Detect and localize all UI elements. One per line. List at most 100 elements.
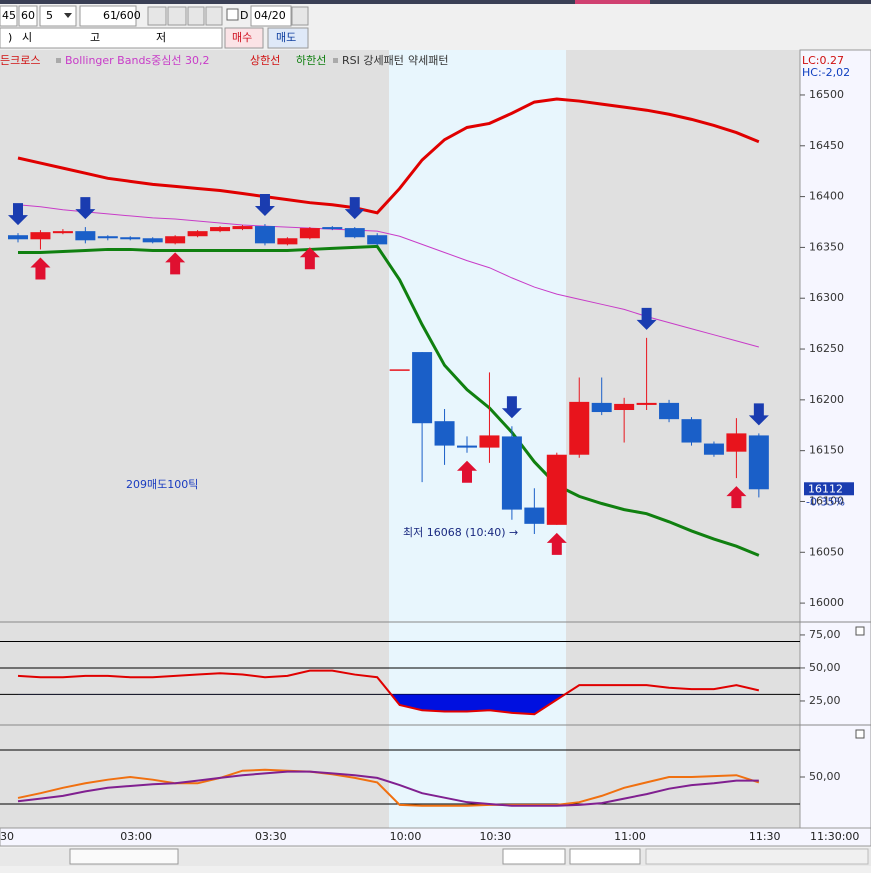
y-tick-label: 16400 xyxy=(809,190,844,203)
buy-arrow xyxy=(30,257,51,280)
indicator-line xyxy=(17,768,760,807)
candle-body xyxy=(8,235,28,240)
legend-entry: 상한선 xyxy=(250,54,280,67)
legend-entry: RSI 강세패턴 xyxy=(342,54,404,67)
sell-arrow xyxy=(501,396,522,419)
last-price-box xyxy=(804,482,854,496)
sell-arrow xyxy=(748,403,769,426)
candle-body xyxy=(591,402,612,413)
y-tick-label: 16500 xyxy=(809,88,844,101)
row-label: 시 xyxy=(22,31,32,44)
legend-entry: Bollinger Bands중심선 30,2 xyxy=(65,54,210,67)
candle-body xyxy=(75,231,96,241)
calendar-button[interactable] xyxy=(291,6,309,26)
buy-arrow xyxy=(726,486,747,509)
y-tick-label: 16050 xyxy=(809,545,844,558)
sell-label: 매도 xyxy=(276,31,296,44)
scroll-thumb[interactable] xyxy=(69,848,179,865)
y-tick-label: 16450 xyxy=(809,139,844,152)
y-tick-label: 16250 xyxy=(809,342,844,355)
candle-body xyxy=(210,227,231,232)
candle-body xyxy=(322,227,343,230)
y-tick-label: 50,00 xyxy=(809,661,841,674)
buy-label: 매수 xyxy=(232,31,252,44)
zoom-slider[interactable] xyxy=(569,848,641,865)
candle-body xyxy=(457,445,477,448)
buy-arrow xyxy=(299,247,320,270)
candle-body xyxy=(703,443,724,455)
dropdown[interactable] xyxy=(39,5,77,27)
buy-arrow xyxy=(165,252,186,275)
candle-body xyxy=(97,236,118,239)
hc-label: HC:-2,02 xyxy=(802,66,850,79)
y-tick-label: 75,00 xyxy=(809,628,841,641)
legend-entry: 약세패턴 xyxy=(408,53,448,67)
sell-arrow xyxy=(8,203,28,226)
candle-body xyxy=(636,402,657,405)
candle-body xyxy=(232,226,253,230)
last-price: 16112 xyxy=(808,482,843,495)
indicator-line xyxy=(17,770,759,807)
y-tick-label: 25,00 xyxy=(809,694,841,707)
candle-body xyxy=(389,369,410,371)
sell-arrow xyxy=(75,197,96,220)
oversold-fill xyxy=(391,694,565,715)
order-row: ) 시 고 저 매수 매도 xyxy=(0,27,309,49)
x-tick-label: 10:00 xyxy=(390,830,422,843)
x-end-label: 11:30:00 xyxy=(810,830,859,843)
field[interactable] xyxy=(79,5,137,27)
candle-body xyxy=(434,421,455,446)
time-axis xyxy=(0,827,871,847)
candle-body xyxy=(524,507,545,524)
y-tick-label: 16150 xyxy=(809,444,844,457)
icon-button[interactable] xyxy=(147,6,167,26)
checkbox[interactable] xyxy=(226,8,239,21)
row-label: 고 xyxy=(90,31,100,44)
date-field[interactable] xyxy=(250,5,292,27)
candle-body xyxy=(659,402,680,420)
candle-body xyxy=(277,238,298,245)
lc-label: LC:0.27 xyxy=(802,54,844,67)
field[interactable] xyxy=(18,5,38,27)
last-change: -0.35% xyxy=(806,495,845,508)
x-tick-label: 30 xyxy=(0,830,14,843)
sell-arrow xyxy=(344,197,365,220)
candle-body xyxy=(120,237,141,240)
candle-body xyxy=(748,435,769,490)
close-panel[interactable] xyxy=(855,729,865,739)
x-tick-label: 11:30 xyxy=(749,830,781,843)
sell-arrow xyxy=(636,307,657,330)
candle-body xyxy=(254,226,275,244)
candle-body xyxy=(569,401,590,455)
icon-button[interactable] xyxy=(205,6,223,26)
x-tick-label: 11:00 xyxy=(614,830,646,843)
buy-button[interactable] xyxy=(224,27,264,49)
playback-buttons[interactable] xyxy=(502,848,566,865)
candle-body xyxy=(501,436,522,510)
indicator-line xyxy=(18,244,760,557)
candle-body xyxy=(165,236,186,244)
candle-body xyxy=(187,231,208,237)
row-label: ) xyxy=(8,31,12,44)
icon-button[interactable] xyxy=(187,6,205,26)
buy-arrow xyxy=(457,460,477,483)
price-row xyxy=(0,27,223,49)
field[interactable] xyxy=(0,5,18,27)
buy-arrow xyxy=(546,532,567,555)
indicator-line xyxy=(17,669,760,716)
sell-arrow xyxy=(254,194,275,217)
close-panel[interactable] xyxy=(855,626,865,636)
y-tick-label: 16350 xyxy=(809,240,844,253)
candle-body xyxy=(681,419,702,443)
title-accent xyxy=(575,0,650,4)
icon-button[interactable] xyxy=(167,6,187,26)
tool-icons[interactable] xyxy=(645,848,869,865)
plots: 16000 16050 16100 16150 16200 16250 16300 16350… xyxy=(0,53,859,843)
x-tick-label: 10:30 xyxy=(479,830,511,843)
candle-body xyxy=(30,232,51,240)
x-tick-label: 03:30 xyxy=(255,830,287,843)
indicator-line xyxy=(17,97,760,215)
sell-button[interactable] xyxy=(267,27,309,49)
x-tick-label: 03:00 xyxy=(120,830,152,843)
